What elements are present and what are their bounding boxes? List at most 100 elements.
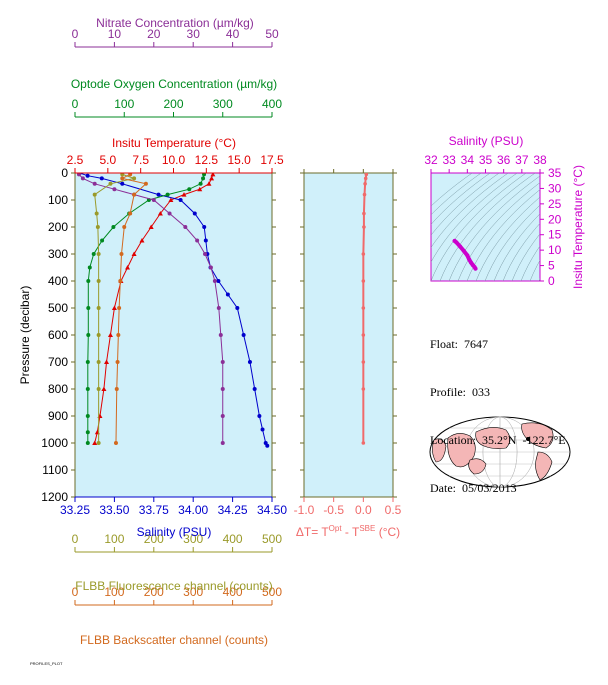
profile-value: 033 [472,385,490,399]
float-info-block: Float: 7647 Profile: 033 Location: 35.2°… [430,304,566,512]
fluorescence-tick-label: 200 [144,532,164,546]
temperature-profile-point [104,359,110,364]
temperature-tick-label: 10.0 [162,153,186,167]
nitrate-tick-label: 0 [72,27,79,41]
delta-t-point [362,225,366,229]
date-value: 05/03/2013 [462,481,517,495]
salinity-profile-point [225,292,230,297]
ts-panel-background [430,172,541,282]
fluorescence-profile-point [96,387,101,391]
map-continent-america-south [535,451,553,481]
map-continent-asia [447,433,476,468]
location-info-line: Location: 35.2°N -122.7°E [430,432,566,448]
ts-temperature-tick-label: 10 [548,243,562,257]
location-label: Location: [430,433,476,447]
backscatter-axis-title: FLBB Backscatter channel (counts) [80,633,268,647]
ts-point [465,253,470,258]
pressure-tick-label: 200 [48,220,68,234]
ts-temperature-tick-label: 15 [548,228,562,242]
salinity-tick-label: 34.00 [178,503,208,517]
map-float-location-marker [526,437,530,441]
nitrate-profile-point [92,181,97,186]
map-continent-australia [468,458,487,475]
oxygen-profile-point [86,306,91,310]
ts-point [467,257,472,262]
fluorescence-tick-label: 500 [262,532,282,546]
ts-density-contour [502,222,540,281]
oxygen-profile-point [85,360,90,364]
ts-density-contour [448,175,540,281]
fluorescence-profile-point [94,211,99,216]
temperature-profile-point [157,211,163,216]
backscatter-profile-point [115,360,120,364]
nitrate-profile-point [220,360,225,364]
delta-t-point [361,252,366,256]
temperature-profile-point [197,186,203,192]
backscatter-tick-label: 500 [262,585,282,599]
oxygen-tick-label: 200 [163,97,183,111]
ts-density-contour [431,173,491,225]
nitrate-profile-point [218,333,223,337]
oxygen-profile-point [85,430,90,435]
ts-density-contour [457,182,540,281]
pressure-tick-label: 0 [61,166,68,180]
ts-density-contour [431,173,482,216]
nitrate-profile-point [80,176,85,181]
salinity-profile-point [252,387,257,391]
oxygen-profile-point [100,238,105,243]
ts-density-contour [520,245,540,281]
delta-t-axis-title: ΔT= TOpt - TSBE (°C) [296,524,400,539]
salinity-tick-label: 33.50 [99,503,129,517]
backscatter-profile-point [114,387,119,391]
profile-info-line: Profile: 033 [430,384,566,400]
backscatter-tick-label: 200 [144,585,164,599]
temperature-profile-point [148,224,154,229]
delta-t-tick-label: -0.5 [323,503,344,517]
backscatter-tick-label: 100 [104,585,124,599]
salinity-profile-point [257,414,262,418]
profile-label: Profile: [430,385,466,399]
ts-temperature-tick-label: 0 [548,274,555,288]
salinity-axis-title: Salinity (PSU) [137,525,212,539]
ts-density-contour [439,173,536,281]
nitrate-profile-point [151,198,156,202]
nitrate-profile-point [203,252,208,256]
backscatter-profile-point [132,192,137,197]
temperature-profile-point [139,238,145,243]
fluorescence-profile-point [96,279,101,283]
nitrate-profile-point [167,211,172,216]
fluorescence-profile-point [95,225,100,229]
oxygen-profile-point [187,187,192,192]
temperature-profile-point [111,305,117,310]
nitrate-profile-point [195,238,200,243]
nitrate-profile-point [208,265,213,270]
map-continent-america-north [521,422,554,449]
nitrate-profile-line [78,174,224,443]
ts-density-contour [493,213,540,281]
backscatter-profile-point [120,176,125,181]
profile-panel-axes: 0 100 200 300 400 500 600 700 800 900 1000 1100 1200 [41,166,276,504]
salinity-profile-point [178,198,183,202]
ts-salinity-axis-title: Salinity (PSU) [449,134,524,148]
oxygen-profile-point [85,441,90,445]
salinity-profile-point [247,360,252,364]
ts-temperature-tick-label: 5 [548,259,555,273]
salinity-profile-point [241,333,246,337]
pressure-tick-label: 300 [48,247,68,261]
fluorescence-profile-point [92,192,97,197]
nitrate-axis-title: Nitrate Concentration (µm/kg) [96,16,254,30]
backscatter-profile-point [117,306,122,310]
footer-tiny-text: PROFILES_PLOT [30,661,63,666]
ts-density-contour [431,173,500,236]
ts-point [461,248,466,253]
float-label: Float: [430,337,459,351]
location-value: 35.2°N -122.7°E [481,433,566,447]
delta-t-point [363,182,367,186]
delta-t-tick-label: -1.0 [294,503,315,517]
ts-temperature-axis-title: Insitu Temperature (°C) [571,165,585,289]
oxygen-profile-point [165,192,170,197]
backscatter-profile-point [128,211,133,216]
delta-t-point [361,441,366,445]
nitrate-profile-point [212,279,217,283]
nitrate-profile-point [220,414,225,418]
